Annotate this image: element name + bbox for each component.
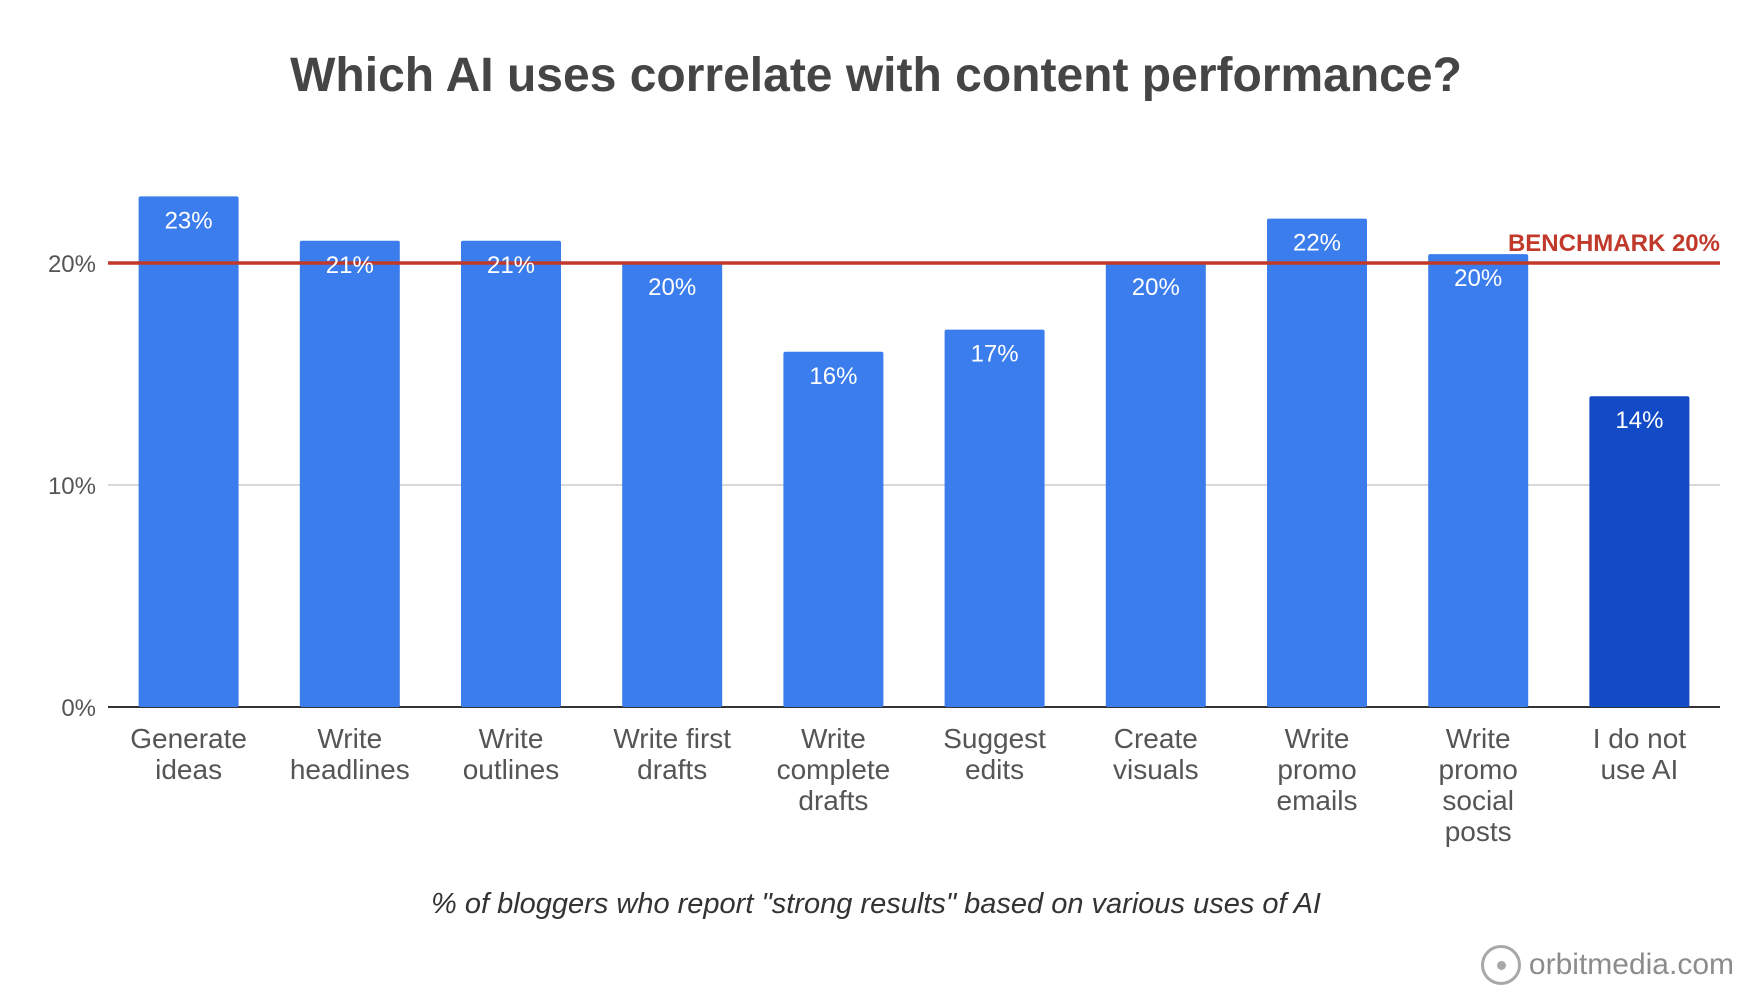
benchmark-label: BENCHMARK 20%: [1508, 230, 1720, 257]
y-tick-label: 10%: [48, 473, 96, 500]
orbit-logo-icon: [1480, 945, 1521, 985]
bar: [1105, 263, 1206, 707]
bar: [944, 329, 1045, 707]
bar-value-label: 20%: [1454, 265, 1502, 292]
x-tick-label: Write headlines: [290, 723, 410, 785]
brand-watermark: orbitmedia.com: [1480, 945, 1734, 985]
x-tick-label: Write first drafts: [613, 723, 731, 785]
chart-caption: % of bloggers who report "strong results…: [431, 888, 1321, 920]
bar: [461, 240, 561, 708]
bar: [783, 351, 884, 707]
x-tick-label: Write promo social posts: [1439, 723, 1518, 847]
x-tick-label: I do not use AI: [1593, 723, 1687, 785]
bars: [138, 196, 1690, 708]
bar-value-label: 14%: [1615, 407, 1663, 434]
x-tick-label: Suggest edits: [943, 723, 1046, 785]
bar-value-label: 17%: [971, 341, 1019, 368]
y-tick-label: 20%: [48, 251, 96, 278]
x-tick-label: Write outlines: [463, 723, 560, 785]
x-tick-label: Generate ideas: [130, 723, 247, 785]
bar-value-label: 20%: [648, 274, 696, 301]
labels: 0% 10% 20% 23% Generate ideas 21% Write headline…: [48, 207, 1686, 847]
x-tick-label: Write complete drafts: [777, 723, 891, 816]
benchmark: BENCHMARK 20%: [108, 230, 1720, 265]
bar: [138, 196, 239, 707]
bar-value-label: 22%: [1293, 230, 1341, 257]
y-tick-label: 0%: [61, 695, 96, 722]
brand-text: orbitmedia.com: [1528, 948, 1734, 981]
bar: [1428, 254, 1529, 707]
chart-title: Which AI uses correlate with content per…: [290, 49, 1462, 102]
bar-value-label: 21%: [326, 252, 374, 279]
bar-value-label: 16%: [809, 363, 857, 390]
bar-value-label: 21%: [487, 252, 535, 279]
bar-value-label: 23%: [165, 207, 213, 234]
x-tick-label: Write promo emails: [1277, 723, 1358, 816]
bar-value-label: 20%: [1132, 274, 1180, 301]
bar: [1589, 396, 1690, 707]
bar: [299, 240, 400, 708]
x-tick-label: Create visuals: [1113, 723, 1199, 785]
bar: [1267, 218, 1367, 707]
bar: [622, 263, 723, 707]
